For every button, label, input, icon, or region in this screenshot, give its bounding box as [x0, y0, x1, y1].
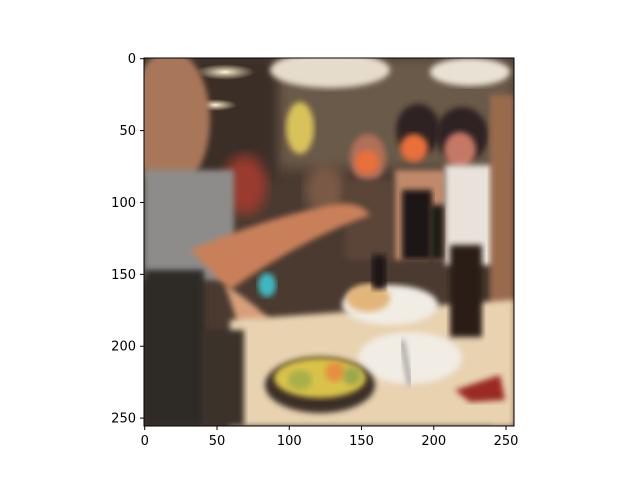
- y-axis: 0 50 100 150 200 250: [111, 52, 144, 427]
- y-tick-label: 150: [111, 268, 136, 283]
- y-tick-label: 100: [111, 196, 136, 211]
- x-tick-label: 200: [421, 434, 446, 449]
- x-tick-label: 100: [277, 434, 302, 449]
- x-tick-label: 150: [349, 434, 374, 449]
- x-axis: 0 50 100 150 200 250: [141, 426, 519, 449]
- y-tick-label: 0: [128, 52, 136, 67]
- photo-image: [144, 58, 514, 426]
- x-tick-label: 250: [494, 434, 519, 449]
- axes-frame: [143, 57, 515, 427]
- y-tick-label: 50: [119, 124, 136, 139]
- y-tick-label: 200: [111, 340, 136, 355]
- y-tick-label: 250: [111, 412, 136, 427]
- x-tick-label: 0: [141, 434, 149, 449]
- x-tick-label: 50: [209, 434, 226, 449]
